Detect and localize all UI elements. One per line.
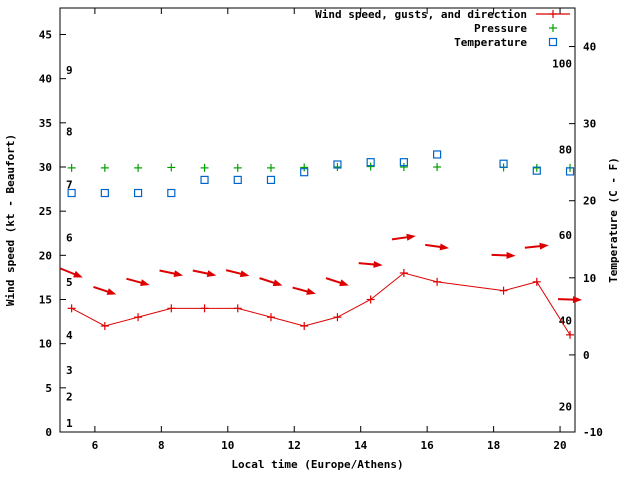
- legend-label-wind-speed-gusts-and-direction: Wind speed, gusts, and direction: [315, 8, 527, 21]
- x-axis-label: Local time (Europe/Athens): [231, 458, 403, 471]
- y-left-tick-label: 45: [39, 29, 52, 42]
- series-pressure: [67, 162, 575, 172]
- fahrenheit-label: 100: [552, 58, 572, 71]
- y-right-tick-label: 20: [583, 195, 596, 208]
- series-temperature: [67, 150, 575, 198]
- y-right-tick-label: 10: [583, 272, 596, 285]
- beaufort-label: 5: [66, 276, 73, 289]
- y-left-tick-label: 5: [45, 382, 52, 395]
- y-left-tick-label: 35: [39, 117, 52, 130]
- fahrenheit-label: 60: [559, 229, 572, 242]
- fahrenheit-label: 80: [559, 143, 572, 156]
- beaufort-label: 9: [66, 64, 73, 77]
- fahrenheit-label: 20: [559, 400, 572, 413]
- y-right-tick-label: -10: [583, 426, 603, 439]
- beaufort-label: 1: [66, 417, 73, 430]
- x-tick-label: 16: [421, 439, 435, 452]
- x-tick-label: 18: [487, 439, 500, 452]
- beaufort-label: 3: [66, 364, 73, 377]
- beaufort-scale-labels: 1 2 3 4 5 6 7 8 9: [66, 64, 73, 430]
- axes: 6 8 10 12 14 16 18 20051015202530354045-1001020…: [4, 7, 620, 471]
- y-left-tick-label: 10: [39, 338, 52, 351]
- x-tick-label: 14: [354, 439, 368, 452]
- y-left-tick-label: 30: [39, 161, 52, 174]
- series-wind-speed-gusts-and-direction: [67, 269, 575, 339]
- x-tick-label: 12: [288, 439, 301, 452]
- y-left-tick-label: 25: [39, 205, 52, 218]
- x-tick-label: 10: [221, 439, 234, 452]
- x-tick-label: 6: [92, 439, 99, 452]
- y-right-tick-label: 0: [583, 349, 590, 362]
- fahrenheit-scale-labels: 20 40 60 80 100: [552, 58, 572, 414]
- beaufort-label: 7: [66, 179, 73, 192]
- beaufort-label: 4: [66, 329, 73, 342]
- y-left-tick-label: 20: [39, 249, 52, 262]
- beaufort-label: 8: [66, 126, 73, 139]
- x-tick-label: 8: [158, 439, 165, 452]
- legend: Wind speed, gusts, and directionPressure…: [315, 8, 570, 49]
- series-wind-gusts-with-direction-arrows: [60, 233, 583, 304]
- y-left-tick-label: 15: [39, 294, 52, 307]
- beaufort-label: 2: [66, 391, 73, 404]
- x-tick-label: 20: [553, 439, 566, 452]
- y-axis-label-right: Temperature (C - F): [607, 157, 620, 283]
- beaufort-label: 6: [66, 232, 73, 245]
- y-left-tick-label: 0: [45, 426, 52, 439]
- y-left-tick-label: 40: [39, 73, 52, 86]
- legend-label-temperature: Temperature: [454, 36, 527, 49]
- legend-label-pressure: Pressure: [474, 22, 527, 35]
- y-right-tick-label: 30: [583, 118, 596, 131]
- fahrenheit-label: 40: [559, 315, 572, 328]
- y-axis-label-left: Wind speed (kt - Beaufort): [4, 134, 17, 306]
- y-right-tick-label: 40: [583, 41, 596, 54]
